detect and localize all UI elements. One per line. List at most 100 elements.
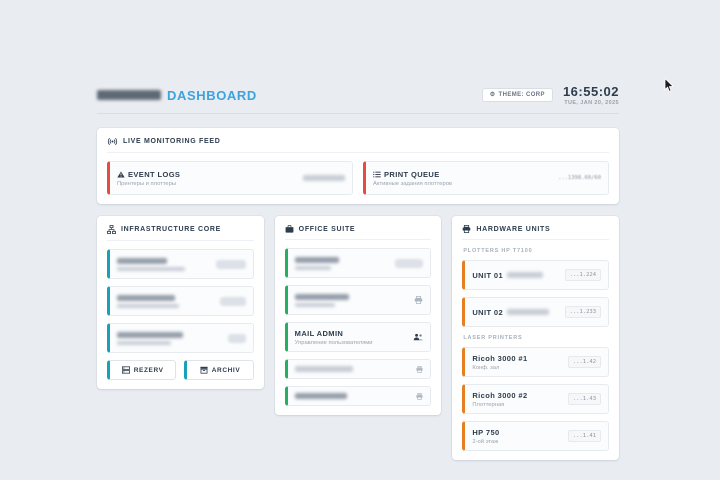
page-title: DASHBOARD: [167, 87, 257, 103]
unit-01-title: UNIT 01: [472, 270, 504, 280]
mail-admin-card[interactable]: MAIL ADMIN Управление пользователями: [284, 322, 432, 352]
hardware-panel: HARDWARE UNITS PLOTTERS HP T7100 UNIT 01…: [452, 216, 620, 460]
gear-icon: ⚙: [489, 92, 496, 98]
office-title: OFFICE SUITE: [298, 225, 356, 233]
ricoh-2-subtitle: Плоттерная: [472, 401, 505, 408]
unit-01-value: ...1.224: [564, 269, 602, 281]
office-item-5-redacted-title: [294, 393, 347, 399]
topbar: DASHBOARD ⚙ THEME: CORP 16:55:02 TUE, JA…: [97, 84, 619, 114]
office-header: OFFICE SUITE: [284, 225, 432, 240]
infra-item-2-redacted-text: [117, 294, 179, 308]
unit-01-card[interactable]: UNIT 01 ...1.224: [462, 260, 610, 290]
event-logs-title-row: EVENT LOGS: [117, 170, 180, 179]
redacted-title: [117, 294, 175, 301]
columns: INFRASTRUCTURE CORE: [97, 216, 620, 460]
print-queue-value: ...1398.60/60: [557, 175, 601, 181]
print-queue-title-row: PRINT QUEUE: [373, 170, 452, 179]
brand: DASHBOARD: [97, 88, 257, 103]
archiv-button[interactable]: ARCHIV: [184, 360, 254, 380]
office-panel: OFFICE SUITE: [274, 216, 442, 415]
clock-date: TUE, JAN 20, 2025: [564, 100, 619, 106]
theme-button[interactable]: ⚙ THEME: CORP: [481, 88, 553, 102]
live-monitoring-panel: LIVE MONITORING FEED EVENT LOGS Принтеры…: [97, 128, 619, 204]
broadcast-icon: [107, 137, 118, 146]
event-logs-title: EVENT LOGS: [128, 169, 181, 179]
infra-item-2-redacted-badge: [219, 296, 246, 306]
redacted-title: [294, 256, 339, 263]
unit-01-redacted: [507, 272, 544, 278]
unit-01-text: UNIT 01: [472, 270, 544, 280]
dashboard-page: DASHBOARD ⚙ THEME: CORP 16:55:02 TUE, JA…: [97, 84, 620, 460]
redacted-subtitle: [294, 265, 331, 270]
printer-icon: [463, 225, 471, 233]
infra-item-1-redacted-badge: [215, 259, 246, 269]
ricoh-1-card[interactable]: Ricoh 3000 #1 Конф. зал ...1.42: [462, 347, 610, 377]
task-list-icon: [373, 171, 381, 177]
unit-02-value: ...1.233: [564, 306, 602, 318]
hp-750-card[interactable]: HP 750 2-ой этаж ...1.41: [462, 421, 610, 451]
ricoh-2-title: Ricoh 3000 #2: [472, 390, 528, 400]
redacted-subtitle: [117, 340, 171, 345]
archive-box-icon: [200, 366, 208, 374]
hardware-header: HARDWARE UNITS: [462, 225, 610, 240]
unit-02-redacted: [507, 309, 550, 315]
ricoh-2-value: ...1.43: [567, 393, 602, 405]
redacted-title: [117, 257, 167, 264]
mail-admin-subtitle: Управление пользователями: [294, 339, 373, 346]
infra-item-1[interactable]: [107, 249, 254, 279]
hp-750-subtitle: 2-ой этаж: [472, 438, 499, 445]
ricoh-2-card[interactable]: Ricoh 3000 #2 Плоттерная ...1.43: [462, 384, 610, 414]
print-queue-subtitle: Активные задания плоттеров: [373, 180, 452, 187]
infrastructure-panel: INFRASTRUCTURE CORE: [97, 216, 264, 389]
clock: 16:55:02 TUE, JAN 20, 2025: [563, 84, 619, 106]
redacted-title: [117, 331, 183, 338]
live-monitoring-header: LIVE MONITORING FEED: [107, 137, 609, 153]
server-stack-icon: [121, 366, 130, 374]
office-item-2-redacted-text: [294, 293, 349, 307]
sitemap-icon: [107, 225, 116, 234]
briefcase-icon: [285, 225, 294, 233]
print-queue-text: PRINT QUEUE Активные задания плоттеров: [373, 170, 452, 187]
unit-02-title: UNIT 02: [472, 307, 504, 317]
laser-printers-section-label: LASER PRINTERS: [463, 335, 523, 341]
ricoh-1-text: Ricoh 3000 #1 Конф. зал: [472, 354, 527, 371]
office-item-1[interactable]: [284, 248, 432, 278]
office-item-1-redacted-text: [294, 256, 339, 270]
archiv-button-label: ARCHIV: [211, 366, 241, 374]
infrastructure-title: INFRASTRUCTURE CORE: [121, 226, 222, 233]
theme-button-label: THEME: CORP: [498, 92, 545, 98]
ricoh-1-subtitle: Конф. зал: [472, 364, 500, 371]
hp-750-value: ...1.41: [567, 430, 602, 442]
rezerv-button-label: REZERV: [133, 366, 164, 374]
office-item-1-redacted-badge: [395, 258, 424, 268]
live-monitoring-title: LIVE MONITORING FEED: [123, 138, 221, 145]
event-logs-subtitle: Принтеры и плоттеры: [117, 180, 177, 187]
office-item-5[interactable]: [284, 386, 432, 406]
mail-admin-title: MAIL ADMIN: [294, 328, 344, 338]
redacted-subtitle: [117, 303, 179, 308]
office-item-2[interactable]: [284, 285, 432, 315]
mail-admin-text: MAIL ADMIN Управление пользователями: [295, 329, 373, 346]
infra-item-2[interactable]: [107, 286, 254, 316]
event-logs-text: EVENT LOGS Принтеры и плоттеры: [117, 170, 180, 187]
print-queue-title: PRINT QUEUE: [384, 169, 440, 179]
unit-02-card[interactable]: UNIT 02 ...1.233: [462, 297, 610, 327]
event-logs-value-redacted: [303, 175, 345, 181]
hp-750-title: HP 750: [472, 427, 500, 437]
plotters-section-label: PLOTTERS HP T7100: [463, 248, 533, 254]
event-logs-card[interactable]: EVENT LOGS Принтеры и плоттеры: [107, 161, 353, 195]
redacted-title: [294, 293, 349, 300]
office-item-4[interactable]: [284, 359, 432, 379]
print-queue-card[interactable]: PRINT QUEUE Активные задания плоттеров .…: [363, 161, 609, 195]
rezerv-button[interactable]: REZERV: [107, 360, 177, 380]
ricoh-1-title: Ricoh 3000 #1: [472, 353, 528, 363]
hardware-title: HARDWARE UNITS: [476, 225, 551, 233]
warning-icon: [117, 171, 125, 177]
printer-small-icon: [416, 392, 423, 400]
ricoh-2-text: Ricoh 3000 #2 Плоттерная: [472, 391, 527, 408]
infra-item-3[interactable]: [107, 323, 254, 353]
hp-750-text: HP 750 2-ой этаж: [472, 428, 499, 445]
infra-item-1-redacted-text: [117, 257, 185, 271]
topbar-right: ⚙ THEME: CORP 16:55:02 TUE, JAN 20, 2025: [481, 84, 619, 106]
clock-time: 16:55:02: [562, 84, 619, 99]
